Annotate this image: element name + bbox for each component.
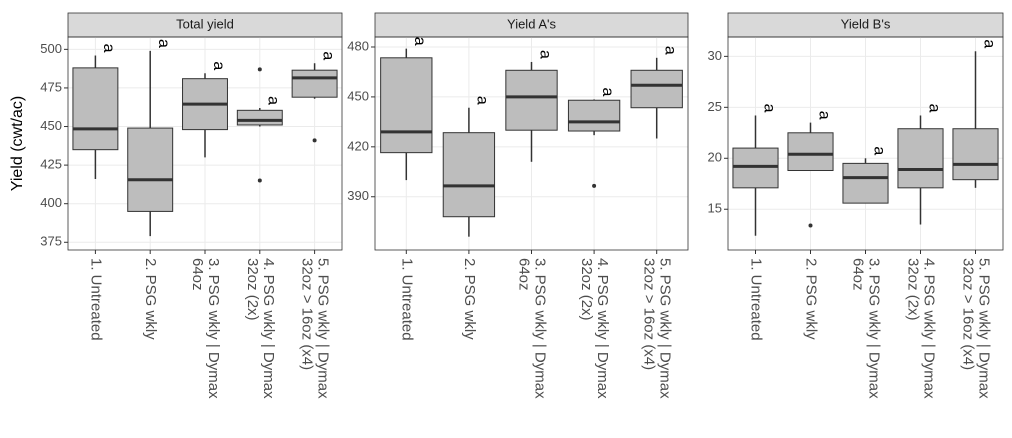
- y-tick-label: 400: [40, 195, 62, 210]
- significance-letter: a: [815, 111, 832, 120]
- significance-letter: a: [155, 39, 172, 48]
- x-tick-label: 3. PSG wkly | Dymax: [205, 258, 222, 399]
- y-tick-label: 500: [40, 41, 62, 56]
- x-tick-label: 32oz > 16oz (x4): [641, 258, 658, 370]
- box: [842, 162, 889, 204]
- y-tick-label: 425: [40, 157, 62, 172]
- box: [236, 109, 283, 126]
- outlier: [257, 67, 262, 72]
- significance-letter: a: [870, 146, 887, 155]
- y-tick-label: 25: [708, 99, 722, 114]
- y-tick-label: 390: [347, 188, 369, 203]
- x-tick-label: 32oz > 16oz (x4): [299, 258, 316, 370]
- facet-strip: [727, 12, 1004, 38]
- box: [442, 132, 496, 218]
- x-tick-label: 5. PSG wkly | Dymax: [657, 258, 674, 399]
- significance-letter: a: [599, 87, 616, 96]
- significance-letter: a: [319, 51, 336, 60]
- y-tick-label: 20: [708, 150, 722, 165]
- panel-border: [67, 36, 343, 251]
- x-tick-label: 2. PSG wkly: [803, 258, 820, 340]
- significance-letter: a: [760, 104, 777, 113]
- y-tick-label: 15: [708, 201, 722, 216]
- x-tick-label: 64oz: [850, 258, 867, 291]
- x-tick-label: 3. PSG wkly | Dymax: [866, 258, 883, 399]
- box: [291, 69, 338, 98]
- box: [897, 128, 944, 189]
- x-tick-label: 4. PSG wkly | Dymax: [594, 258, 611, 399]
- x-tick-label: 4. PSG wkly | Dymax: [921, 258, 938, 399]
- box: [952, 128, 999, 181]
- panel-border: [374, 36, 689, 251]
- box: [732, 147, 779, 189]
- y-axis-label: Yield (cwt/ac): [9, 96, 26, 191]
- outlier: [592, 183, 597, 188]
- significance-letter: a: [661, 46, 678, 55]
- y-tick-label: 420: [347, 138, 369, 153]
- box: [72, 67, 119, 151]
- panel-border: [727, 36, 1004, 251]
- x-tick-label: 64oz: [189, 258, 206, 291]
- outlier: [808, 223, 813, 228]
- x-tick-label: 1. Untreated: [87, 258, 104, 341]
- x-tick-label: 2. PSG wkly: [461, 258, 478, 340]
- y-tick-label: 475: [40, 79, 62, 94]
- significance-letter: a: [411, 37, 428, 46]
- significance-letter: a: [536, 50, 553, 59]
- x-tick-label: 5. PSG wkly | Dymax: [315, 258, 332, 399]
- x-tick-label: 32oz (2x): [244, 258, 261, 321]
- x-tick-label: 1. Untreated: [398, 258, 415, 341]
- outlier: [257, 178, 262, 183]
- box: [505, 69, 558, 131]
- significance-letter: a: [100, 44, 117, 53]
- box: [127, 127, 174, 212]
- significance-letter: a: [925, 104, 942, 113]
- box: [567, 99, 621, 132]
- significance-letter: a: [980, 39, 997, 48]
- x-tick-label: 5. PSG wkly | Dymax: [976, 258, 993, 399]
- box: [380, 57, 433, 154]
- x-tick-label: 32oz (2x): [578, 258, 595, 321]
- facet-title: Yield B's: [841, 16, 891, 31]
- outlier: [312, 138, 317, 143]
- box: [630, 69, 683, 109]
- facet-title: Yield A's: [507, 16, 556, 31]
- x-tick-label: 4. PSG wkly | Dymax: [260, 258, 277, 399]
- y-tick-label: 480: [347, 38, 369, 53]
- y-tick-label: 450: [40, 118, 62, 133]
- facet-strip: [374, 12, 689, 38]
- facet-strip: [67, 12, 343, 38]
- x-tick-label: 32oz > 16oz (x4): [960, 258, 977, 370]
- facet-title: Total yield: [176, 16, 234, 31]
- x-tick-label: 1. Untreated: [748, 258, 765, 341]
- y-tick-label: 30: [708, 48, 722, 63]
- x-tick-label: 2. PSG wkly: [142, 258, 159, 340]
- box: [787, 132, 834, 172]
- significance-letter: a: [210, 61, 227, 70]
- y-tick-label: 450: [347, 88, 369, 103]
- y-tick-label: 375: [40, 234, 62, 249]
- significance-letter: a: [265, 96, 282, 105]
- x-tick-label: 32oz (2x): [905, 258, 922, 321]
- x-tick-label: 3. PSG wkly | Dymax: [532, 258, 549, 399]
- x-tick-label: 64oz: [516, 258, 533, 291]
- significance-letter: a: [474, 96, 491, 105]
